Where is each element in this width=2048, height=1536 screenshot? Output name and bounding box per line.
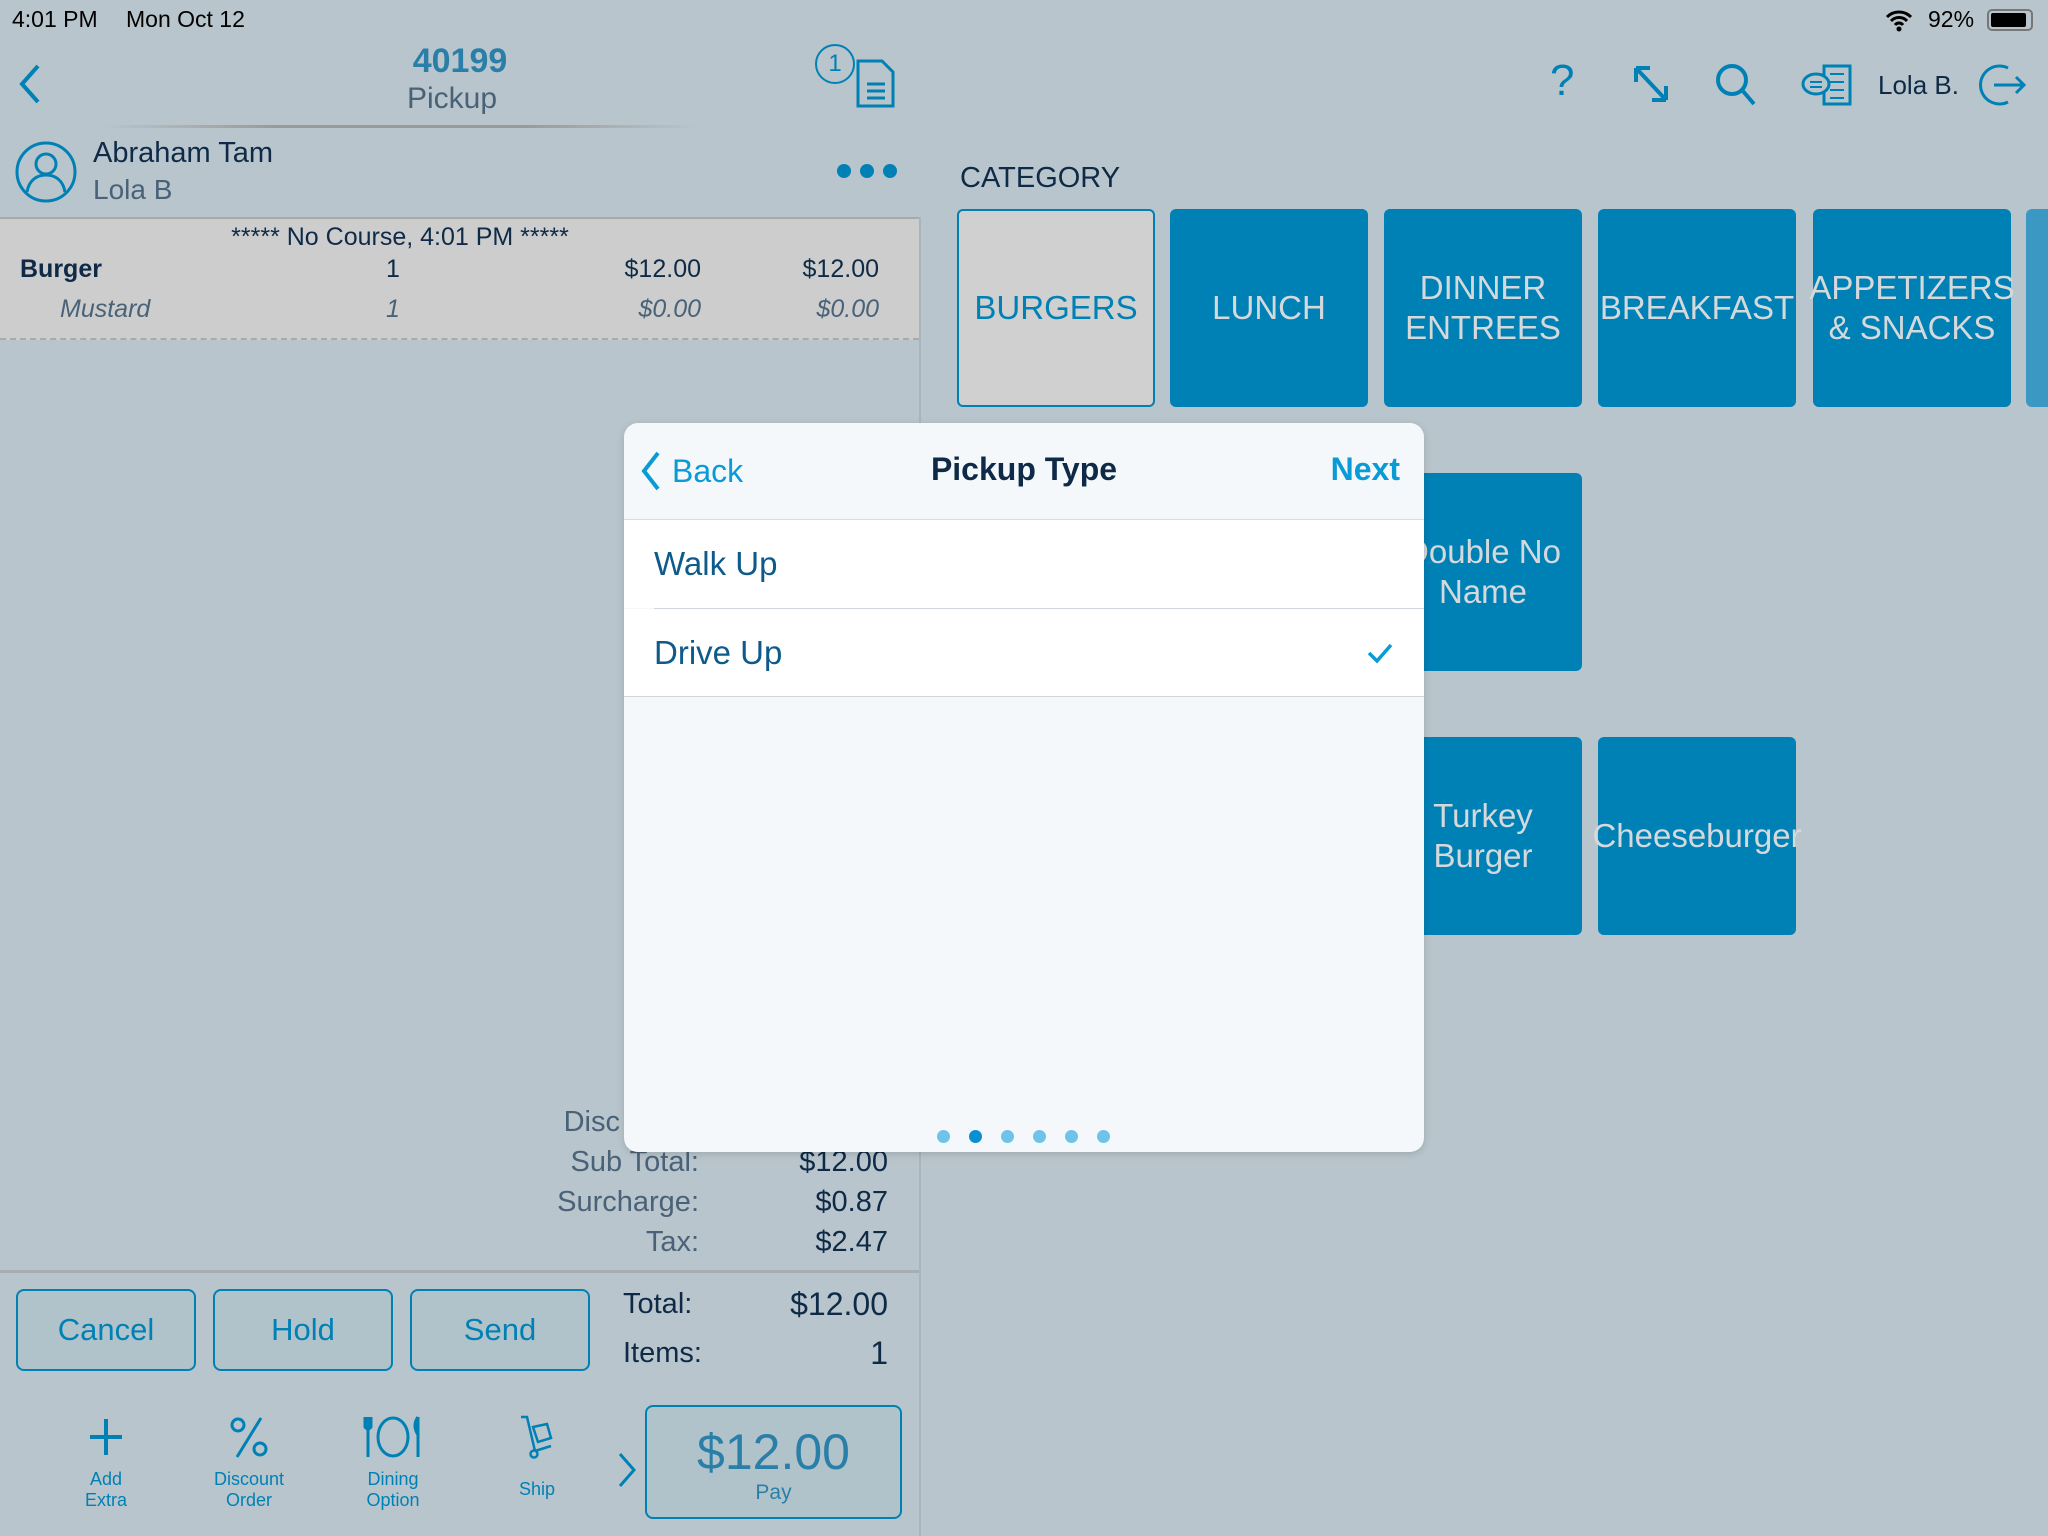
- search-icon[interactable]: [1714, 62, 1758, 106]
- status-date: Mon Oct 12: [126, 6, 245, 32]
- customer-name[interactable]: Abraham Tam: [93, 137, 273, 169]
- item-total: $12.00: [802, 255, 879, 283]
- modifier-price: $0.00: [638, 295, 701, 323]
- customer-avatar-icon[interactable]: [14, 140, 78, 204]
- category-lunch[interactable]: LUNCH: [1170, 209, 1368, 407]
- send-button[interactable]: Send: [410, 1289, 590, 1371]
- items-label: Items:: [623, 1337, 702, 1369]
- tool-label: Discount: [213, 1469, 285, 1489]
- totals-divider: [0, 1270, 919, 1273]
- item-cheeseburger[interactable]: Cheeseburger: [1592, 737, 1802, 935]
- page-dot[interactable]: [937, 1130, 950, 1143]
- order-number: 40199: [412, 42, 508, 80]
- item-price: $12.00: [624, 255, 701, 283]
- modifier-qty: 1: [386, 295, 400, 323]
- cart-icon: [521, 1415, 553, 1459]
- tool-label: Extra: [84, 1490, 127, 1510]
- page-dot-active[interactable]: [969, 1130, 982, 1143]
- modal-next-button[interactable]: Next: [1330, 451, 1400, 487]
- item-qty: 1: [386, 255, 400, 283]
- surcharge-label: Surcharge:: [557, 1186, 699, 1218]
- page-dot[interactable]: [1065, 1130, 1078, 1143]
- total-value: $12.00: [790, 1286, 888, 1322]
- tool-label: Option: [366, 1490, 420, 1510]
- discount-order-button[interactable]: Discount Order: [184, 1415, 314, 1511]
- pay-amount: $12.00: [697, 1424, 850, 1480]
- category-label: CATEGORY: [960, 162, 1121, 194]
- back-label: Back: [672, 452, 744, 489]
- order-list: ***** No Course, 4:01 PM ***** Burger 1 …: [0, 217, 919, 340]
- pay-label: Pay: [755, 1481, 792, 1504]
- course-line: ***** No Course, 4:01 PM *****: [231, 223, 569, 251]
- order-type: Pickup: [406, 82, 498, 115]
- plus-icon: [90, 1419, 122, 1455]
- page-dot[interactable]: [1001, 1130, 1014, 1143]
- option-label: Walk Up: [654, 545, 778, 582]
- tool-label: Ship: [518, 1479, 556, 1499]
- chevron-right-icon[interactable]: [616, 1452, 638, 1488]
- modal-back-button[interactable]: Back: [638, 449, 743, 493]
- hold-button[interactable]: Hold: [213, 1289, 393, 1371]
- dining-icon: [363, 1416, 420, 1458]
- category-breakfast[interactable]: BREAKFAST: [1598, 209, 1796, 407]
- tax-value: $2.47: [815, 1226, 888, 1258]
- category-partial[interactable]: [2026, 209, 2048, 407]
- modal-header: Back Pickup Type Next: [624, 423, 1424, 520]
- battery-percent: 92%: [1928, 6, 1975, 32]
- help-icon[interactable]: ?: [1550, 56, 1575, 105]
- modifier-name: Mustard: [60, 295, 151, 323]
- more-options-icon[interactable]: [836, 163, 898, 179]
- tool-label: Add: [89, 1469, 123, 1489]
- modal-title: Pickup Type: [930, 451, 1118, 487]
- category-burgers[interactable]: BURGERS: [957, 209, 1155, 407]
- messages-icon[interactable]: [1800, 62, 1854, 106]
- status-time: 4:01 PM: [12, 6, 98, 32]
- checkmark-icon: [1367, 643, 1393, 664]
- expand-icon[interactable]: [1630, 62, 1672, 106]
- logout-icon[interactable]: [1978, 62, 2028, 108]
- receipt-icon[interactable]: [855, 58, 897, 110]
- ship-button[interactable]: Ship: [472, 1415, 602, 1500]
- pay-button[interactable]: $12.00 Pay: [645, 1405, 902, 1519]
- page-dot[interactable]: [1097, 1130, 1110, 1143]
- percent-icon: [230, 1417, 268, 1458]
- battery-icon: [1987, 9, 2033, 31]
- tool-label: Order: [225, 1490, 272, 1510]
- tax-label: Tax:: [645, 1226, 699, 1258]
- tool-label: Dining: [367, 1469, 419, 1489]
- back-chevron-icon: [641, 451, 660, 491]
- modifier-total: $0.00: [816, 295, 879, 323]
- total-label: Total:: [623, 1288, 693, 1320]
- option-label: Drive Up: [654, 633, 783, 671]
- option-drive-up[interactable]: Drive Up: [624, 609, 1424, 697]
- wifi-icon: [1885, 10, 1913, 32]
- page-dot[interactable]: [1033, 1130, 1046, 1143]
- items-count: 1: [870, 1335, 888, 1371]
- user-name: Lola B.: [1878, 70, 1959, 100]
- back-chevron-icon[interactable]: [14, 62, 44, 106]
- receipt-count-badge[interactable]: 1: [815, 44, 855, 84]
- category-dinner-entrees[interactable]: DINNER ENTREES: [1384, 209, 1582, 407]
- header-divider: [100, 125, 700, 128]
- surcharge-value: $0.87: [815, 1186, 888, 1218]
- item-name: Burger: [20, 255, 102, 283]
- server-name: Lola B: [93, 174, 173, 205]
- pickup-type-modal: Back Pickup Type Next Walk Up Drive Up: [624, 423, 1424, 1152]
- discount-label: Disc: [563, 1106, 620, 1138]
- dining-option-button[interactable]: Dining Option: [328, 1415, 458, 1511]
- option-walk-up[interactable]: Walk Up: [624, 520, 1424, 608]
- add-extra-button[interactable]: Add Extra: [41, 1415, 171, 1511]
- cancel-button[interactable]: Cancel: [16, 1289, 196, 1371]
- option-divider: [654, 608, 1424, 609]
- category-appetizers[interactable]: APPETIZERS & SNACKS: [1809, 209, 2015, 407]
